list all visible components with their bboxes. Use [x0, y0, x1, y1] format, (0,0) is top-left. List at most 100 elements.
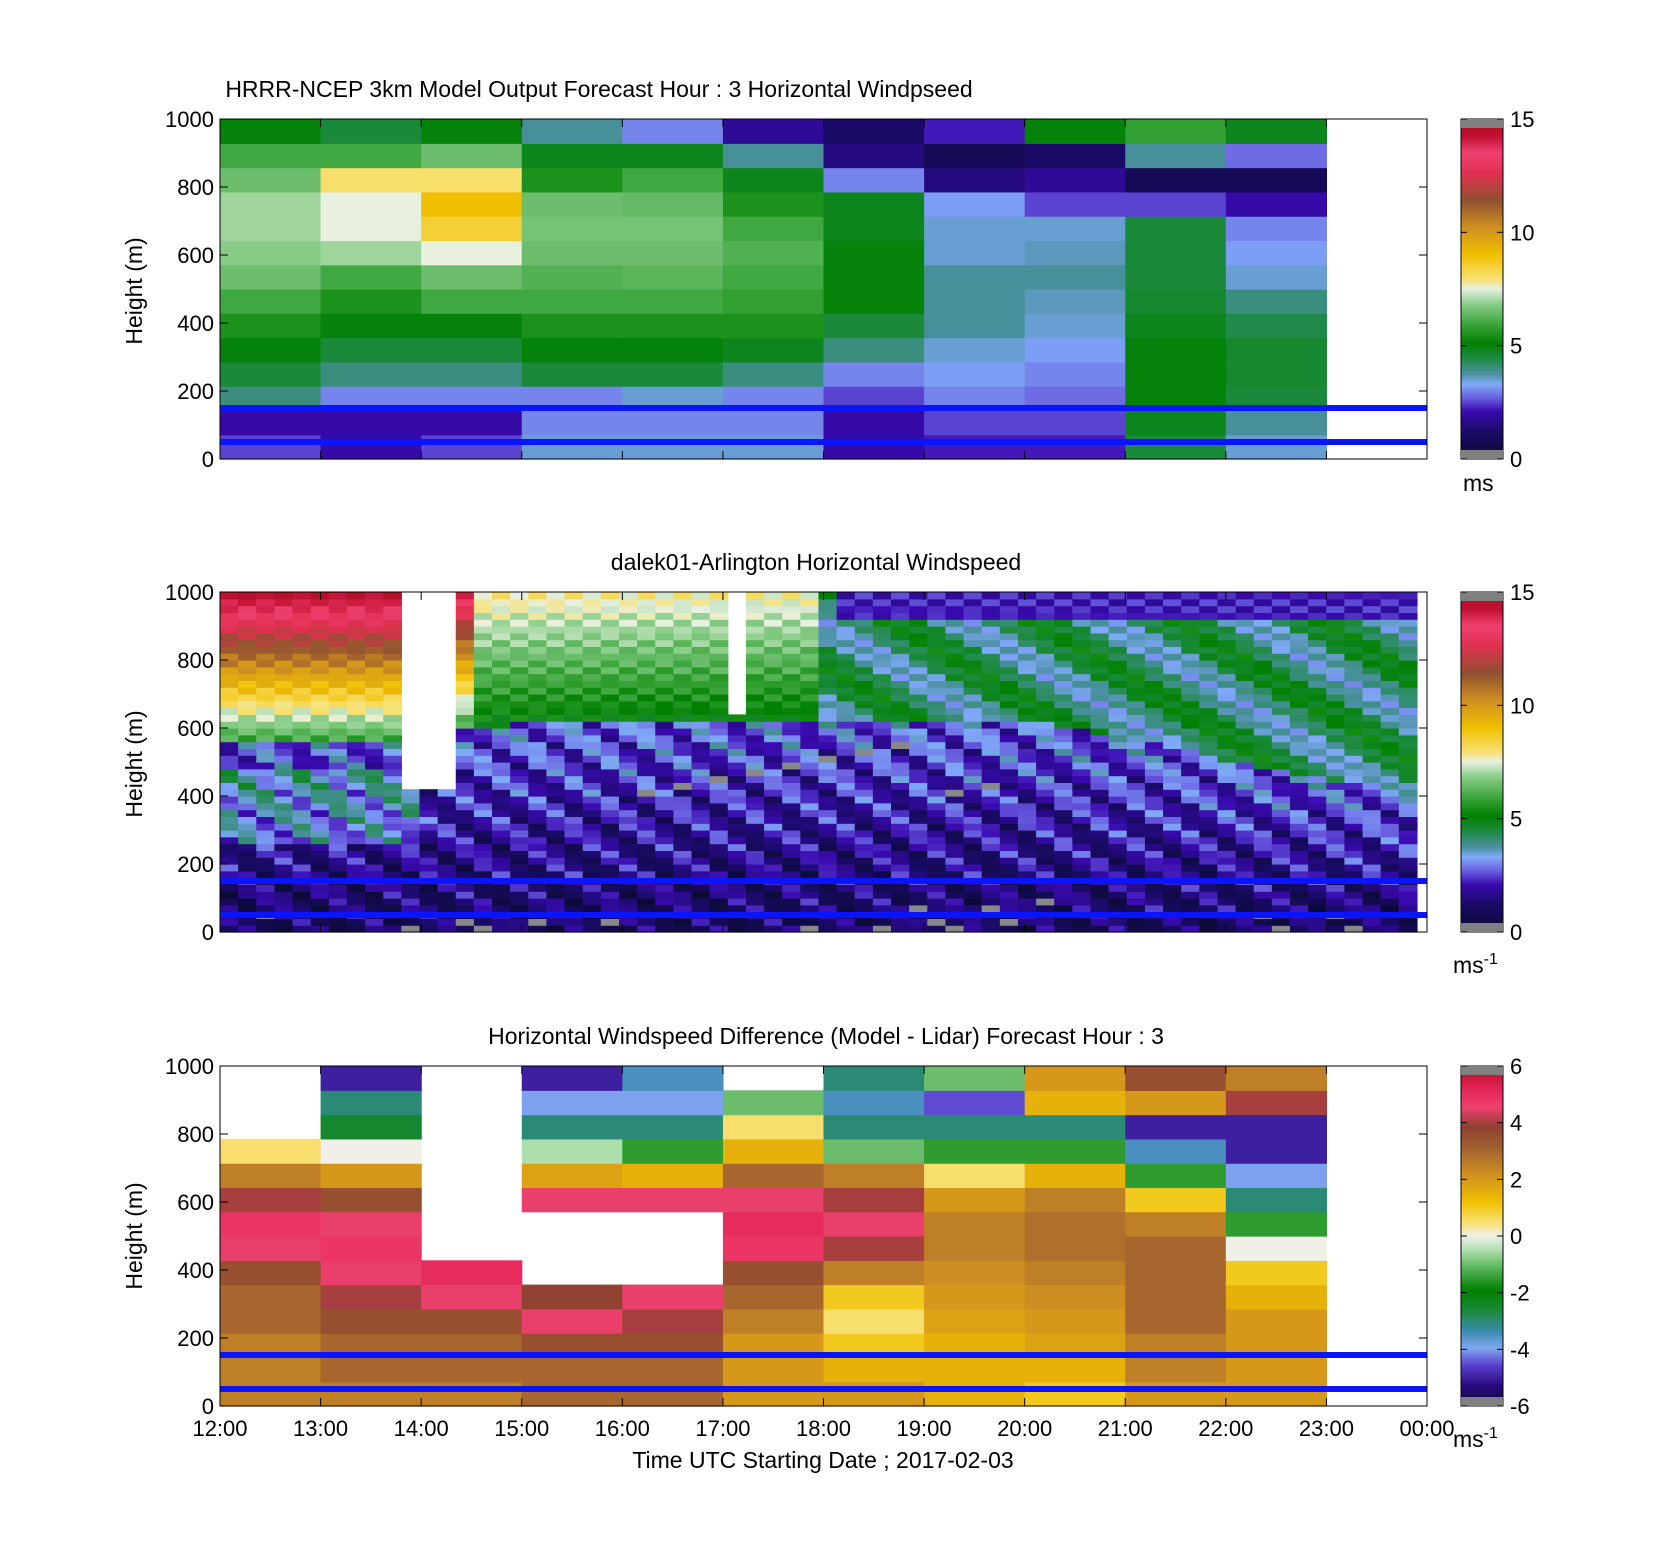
- y-tick-label: 800: [177, 648, 214, 673]
- heatmap-cell: [823, 240, 925, 266]
- heatmap-cell: [492, 680, 511, 688]
- heatmap-cell: [872, 639, 892, 647]
- heatmap-cell: [564, 626, 584, 634]
- heatmap-cell: [872, 768, 892, 777]
- heatmap-cell: [1036, 592, 1055, 600]
- heatmap-cell: [292, 918, 312, 926]
- heatmap-cell: [1024, 1163, 1126, 1189]
- heatmap-cell: [292, 646, 312, 654]
- heatmap-cell: [1181, 775, 1200, 783]
- heatmap-cell: [1072, 639, 1092, 647]
- heatmap-cell: [492, 891, 511, 899]
- heatmap-cell: [383, 809, 402, 817]
- y-tick-label: 400: [177, 1258, 214, 1283]
- heatmap-cell: [782, 870, 801, 879]
- heatmap-cell: [1235, 592, 1255, 600]
- heatmap-cell: [1199, 680, 1219, 688]
- heatmap-cell: [1326, 598, 1345, 607]
- y-tick-label: 0: [202, 920, 214, 945]
- heatmap-cell: [1344, 619, 1364, 627]
- heatmap-cell: [365, 666, 384, 675]
- heatmap-cell: [546, 660, 566, 668]
- heatmap-cell: [1090, 666, 1110, 675]
- unit-superscript: -1: [1484, 1425, 1498, 1442]
- heatmap-cell: [383, 898, 402, 906]
- heatmap-cell: [292, 605, 312, 613]
- heatmap-cell: [709, 653, 729, 661]
- heatmap-cell: [238, 721, 257, 729]
- heatmap-cell: [1362, 836, 1382, 845]
- heatmap-cell: [365, 762, 384, 770]
- heatmap-cell: [981, 707, 1001, 715]
- heatmap-cell: [220, 605, 239, 613]
- heatmap-cell: [320, 1357, 422, 1383]
- heatmap-cell: [1163, 721, 1182, 729]
- heatmap-cell: [1126, 891, 1146, 899]
- heatmap-cell: [854, 864, 874, 872]
- heatmap-cell: [1036, 782, 1055, 790]
- heatmap-cell: [582, 768, 602, 777]
- heatmap-cell: [1271, 687, 1291, 695]
- heatmap-cell: [1344, 775, 1364, 783]
- heatmap-cell: [622, 143, 724, 169]
- heatmap-cell: [1235, 626, 1255, 634]
- heatmap-cell: [1235, 816, 1255, 824]
- heatmap-cell: [764, 673, 783, 681]
- heatmap-cell: [891, 870, 910, 879]
- heatmap-cell: [383, 653, 402, 661]
- heatmap-cell: [492, 789, 511, 797]
- heatmap-cell: [836, 626, 856, 634]
- heatmap-cell: [1362, 796, 1382, 804]
- heatmap-cell: [1125, 1236, 1227, 1261]
- heatmap-cell: [546, 796, 566, 804]
- heatmap-cell: [637, 700, 656, 709]
- heatmap-cell: [1380, 694, 1400, 702]
- heatmap-cell: [1144, 898, 1164, 906]
- heatmap-cell: [310, 925, 330, 933]
- heatmap-cell: [655, 796, 674, 804]
- heatmap-cells: [220, 1066, 1328, 1407]
- heatmap-cell: [383, 755, 402, 763]
- heatmap-cell: [600, 626, 620, 634]
- heatmap-cell: [401, 789, 421, 797]
- heatmap-cell: [1326, 796, 1345, 804]
- heatmap-cell: [1024, 264, 1126, 290]
- x-tick-label: 22:00: [1198, 1416, 1253, 1441]
- heatmap-cell: [256, 653, 276, 661]
- heatmap-cell: [1163, 653, 1182, 661]
- heatmap-cell: [310, 748, 330, 756]
- heatmap-cell: [909, 843, 928, 851]
- heatmap-cell: [823, 434, 925, 460]
- heatmap-cell: [1271, 653, 1291, 661]
- heatmap-cell: [492, 598, 511, 607]
- heatmap-cell: [1125, 361, 1227, 387]
- heatmap-cell: [618, 762, 638, 770]
- heatmap-cell: [1126, 816, 1146, 824]
- heatmap-cell: [1126, 639, 1146, 647]
- heatmap-cell: [1054, 864, 1073, 872]
- heatmap-cell: [510, 789, 529, 797]
- heatmap-cell: [924, 1211, 1026, 1237]
- heatmap-cell: [521, 167, 623, 193]
- heatmap-cell: [1199, 789, 1219, 797]
- heatmap-cell: [292, 775, 312, 783]
- heatmap-cell: [963, 782, 983, 790]
- heatmap-cell: [999, 823, 1019, 831]
- heatmap-cell: [655, 734, 674, 743]
- heatmap-cell: [320, 1211, 422, 1237]
- heatmap-cell: [328, 707, 348, 715]
- heatmap-cell: [1398, 598, 1418, 607]
- heatmap-cell: [891, 823, 910, 831]
- heatmap-cell: [891, 830, 910, 838]
- heatmap-cell: [1308, 870, 1327, 879]
- heatmap-cell: [1271, 836, 1291, 845]
- heatmap-cell: [709, 660, 729, 668]
- heatmap-cell: [1126, 775, 1146, 783]
- heatmap-cell: [1235, 782, 1255, 790]
- heatmap-cell: [818, 734, 838, 743]
- heatmap-cell: [818, 891, 838, 899]
- heatmap-cell: [981, 762, 1001, 770]
- heatmap-cell: [1326, 775, 1345, 783]
- heatmap-cell: [782, 694, 801, 702]
